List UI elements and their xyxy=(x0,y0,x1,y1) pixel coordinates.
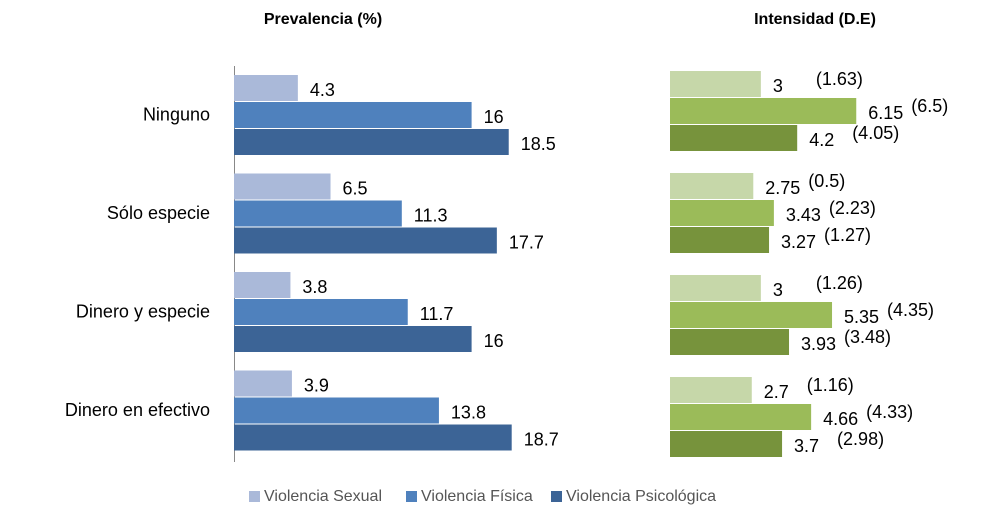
sd-label: (0.5) xyxy=(808,171,845,191)
bar xyxy=(670,71,761,97)
value-label: 3.93 xyxy=(801,334,836,354)
value-label: 2.7 xyxy=(764,382,789,402)
value-label: 6.5 xyxy=(343,178,368,198)
bar xyxy=(234,424,512,451)
value-label: 16 xyxy=(484,107,504,127)
sd-label: (2.23) xyxy=(829,198,876,218)
bar xyxy=(234,370,292,397)
legend-swatch xyxy=(551,491,562,502)
sd-label: (1.26) xyxy=(816,273,863,293)
value-label: 3.43 xyxy=(786,205,821,225)
value-label: 3 xyxy=(773,280,783,300)
chart-title: Intensidad (D.E) xyxy=(754,11,876,28)
value-label: 2.75 xyxy=(765,178,800,198)
legend-label: Violencia Física xyxy=(421,488,533,505)
bar xyxy=(670,98,857,124)
chart-title: Prevalencia (%) xyxy=(264,11,382,28)
bar xyxy=(670,125,798,151)
sd-label: (1.27) xyxy=(824,225,871,245)
bar xyxy=(234,75,298,101)
sd-label: (4.05) xyxy=(852,123,899,143)
value-label: 11.7 xyxy=(420,304,454,324)
bar xyxy=(670,227,770,253)
value-label: 13.8 xyxy=(451,402,486,422)
sd-label: (2.98) xyxy=(837,429,884,449)
bar xyxy=(670,377,752,403)
value-label: 17.7 xyxy=(509,232,544,252)
sd-label: (6.5) xyxy=(911,96,948,116)
bar xyxy=(234,227,497,254)
value-label: 18.5 xyxy=(521,134,556,154)
bar xyxy=(670,275,761,301)
sd-label: (3.48) xyxy=(844,327,891,347)
bar xyxy=(234,129,509,155)
value-label: 11.3 xyxy=(414,205,448,225)
value-label: 3.7 xyxy=(794,436,819,456)
y-tick-label: Dinero y especie xyxy=(76,301,210,321)
legend-label: Violencia Sexual xyxy=(264,488,382,505)
bar xyxy=(670,200,774,226)
value-label: 3.8 xyxy=(302,277,327,297)
bar xyxy=(670,173,754,199)
value-label: 4.66 xyxy=(823,409,858,429)
value-label: 3.27 xyxy=(781,232,816,252)
sd-label: (1.16) xyxy=(807,375,854,395)
sd-label: (4.33) xyxy=(866,402,913,422)
bar xyxy=(670,302,833,328)
bar xyxy=(234,299,408,325)
value-label: 16 xyxy=(484,331,504,351)
value-label: 4.2 xyxy=(809,130,834,150)
y-tick-label: Dinero en efectivo xyxy=(65,400,210,420)
y-tick-label: Ninguno xyxy=(143,104,210,124)
legend-label: Violencia Psicológica xyxy=(566,488,716,505)
bar xyxy=(234,272,291,298)
y-tick-label: Sólo especie xyxy=(107,203,210,223)
bar xyxy=(234,200,402,227)
bar xyxy=(234,102,472,128)
bar xyxy=(670,329,790,355)
bar xyxy=(670,431,783,457)
value-label: 18.7 xyxy=(524,429,559,449)
bar xyxy=(234,173,331,200)
value-label: 6.15 xyxy=(868,103,903,123)
value-label: 4.3 xyxy=(310,80,335,100)
legend-swatch xyxy=(249,491,260,502)
value-label: 5.35 xyxy=(844,307,879,327)
bar xyxy=(670,404,812,430)
bar xyxy=(234,326,472,352)
sd-label: (1.63) xyxy=(816,69,863,89)
value-label: 3.9 xyxy=(304,375,329,395)
sd-label: (4.35) xyxy=(887,300,934,320)
legend-swatch xyxy=(406,491,417,502)
value-label: 3 xyxy=(773,76,783,96)
bar xyxy=(234,397,439,424)
